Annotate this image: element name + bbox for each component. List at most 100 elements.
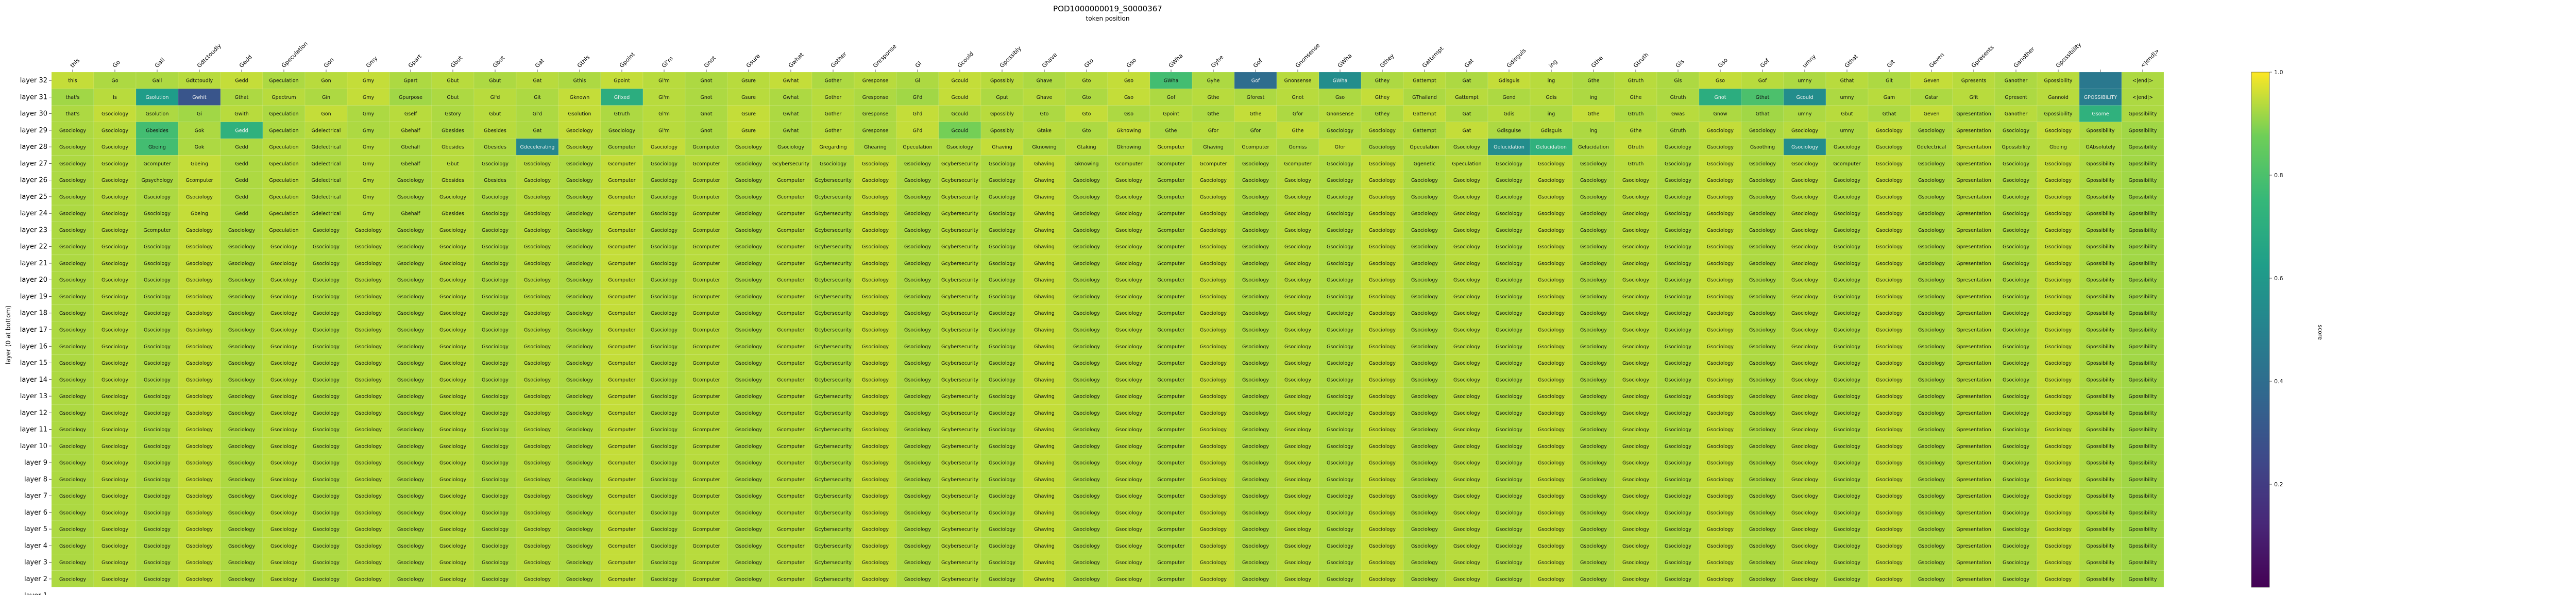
cell-label: Gsociology (313, 461, 340, 466)
cell-label: Gsociology (186, 328, 213, 333)
cell-label: Gsociology (144, 211, 171, 217)
cell-label: Gsociology (1876, 510, 1903, 516)
cell-label: Gsociology (1665, 394, 1691, 400)
heatmap-cell (1023, 537, 1066, 554)
heatmap-cell (262, 470, 306, 488)
cell-label: Gpossibility (2086, 494, 2114, 499)
heatmap-cell (1361, 105, 1404, 123)
heatmap-cell (1192, 238, 1235, 256)
cell-label: Gthat (1756, 95, 1770, 100)
heatmap-cell (2037, 321, 2080, 338)
cell-label: Gpresentation (1956, 111, 1991, 117)
cell-label: Ghaving (1034, 294, 1055, 300)
cell-label: Gsociology (904, 461, 931, 466)
heatmap-cell (769, 421, 812, 438)
heatmap-cell (93, 520, 137, 538)
cell-label: Gsociology (1665, 444, 1691, 449)
cell-label: Gsociology (1707, 145, 1734, 150)
cell-label: Gsociology (1918, 211, 1945, 217)
heatmap-cell (1023, 454, 1066, 471)
heatmap-cell (1487, 337, 1531, 355)
cell-label: Gsociology (1834, 328, 1860, 333)
heatmap-cell (727, 520, 770, 538)
heatmap-cell (1192, 570, 1235, 588)
cell-label: Gsociology (1876, 228, 1903, 233)
heatmap-cell (1192, 537, 1235, 554)
cell-label: Gsociology (1453, 510, 1480, 516)
cell-label: Gpeculation (903, 145, 932, 150)
y-tick-label: layer 2 (24, 575, 47, 583)
cell-label: Gcomputer (692, 344, 720, 350)
heatmap-cell (1023, 222, 1066, 239)
cell-label: Gsociology (1073, 444, 1100, 449)
cell-label: Gsociology (1834, 560, 1860, 566)
cell-label: Gof (1758, 78, 1767, 84)
cell-label: Gcomputer (1199, 161, 1227, 167)
cell-label: Gcomputer (692, 178, 720, 183)
heatmap-cell (51, 288, 94, 305)
cell-label: Gsociology (439, 494, 466, 499)
heatmap-cell (1487, 122, 1531, 139)
heatmap-cell (1487, 304, 1531, 322)
cell-label: Gsociology (1791, 427, 1818, 433)
heatmap-cell (2121, 504, 2164, 521)
cell-label: Ghaving (992, 145, 1012, 150)
cell-label: Gsociology (1369, 444, 1396, 449)
heatmap-cell (1699, 238, 1742, 256)
cell-label: Gsociology (524, 261, 551, 266)
cell-label: Gsociology (1242, 228, 1269, 233)
heatmap-cell (1234, 570, 1277, 588)
cell-label: Gsociology (1327, 394, 1353, 400)
cell-label: Gcomputer (692, 543, 720, 549)
heatmap-cell (1276, 554, 1319, 571)
heatmap-cell (1318, 238, 1362, 256)
heatmap-cell (1741, 454, 1784, 471)
heatmap-cell (1530, 404, 1573, 421)
heatmap-cell (178, 321, 221, 338)
heatmap-cell (1361, 570, 1404, 588)
cell-label: Gsociology (270, 494, 297, 499)
cell-label: Gsociology (1242, 244, 1269, 250)
heatmap-cell (1825, 222, 1869, 239)
heatmap-cell (854, 138, 897, 156)
cell-label: Gsociology (1918, 344, 1945, 350)
heatmap-cell (1276, 138, 1319, 156)
cell-label: Gsociology (566, 211, 593, 217)
cell-label: Gsociology (1622, 194, 1649, 200)
cell-label: Gsociology (1749, 411, 1776, 416)
heatmap-cell (1276, 337, 1319, 355)
cell-label: Gmy (363, 95, 375, 100)
heatmap-cell (1023, 304, 1066, 322)
cell-label: Gsociology (1242, 444, 1269, 449)
cell-label: Gsociology (2045, 394, 2072, 400)
cell-label: Gsociology (1834, 444, 1860, 449)
cell-label: Gcybersecurity (815, 261, 852, 266)
heatmap-cell (1023, 371, 1066, 388)
heatmap-cell (896, 337, 939, 355)
cell-label: Ghaving (1034, 427, 1055, 433)
cell-label: Gsociology (1369, 477, 1396, 483)
heatmap-cell (1065, 371, 1108, 388)
heatmap-cell (1910, 122, 1953, 139)
cell-label: Ghaving (1034, 377, 1055, 383)
cell-label: Gsociology (904, 377, 931, 383)
cell-label: Gsociology (1242, 194, 1269, 200)
cell-label: Gsociology (59, 576, 86, 582)
heatmap-cell (1614, 271, 1657, 288)
cell-label: Gsociology (1580, 228, 1607, 233)
cell-label: Gother (825, 78, 842, 84)
cell-label: Gsociology (313, 311, 340, 316)
cell-label: Gsociology (1327, 361, 1353, 366)
heatmap-cell (1149, 421, 1193, 438)
cell-label: Gsociology (1749, 211, 1776, 217)
cell-label: Gsociology (355, 477, 382, 483)
heatmap-cell (854, 570, 897, 588)
heatmap-cell (389, 288, 432, 305)
cell-label: Gsociology (397, 510, 424, 516)
cell-label: ing (1590, 128, 1598, 133)
cell-label: Gsociology (1284, 394, 1311, 400)
cell-label: Gsociology (1115, 344, 1142, 350)
heatmap-cell (1487, 105, 1531, 123)
heatmap-cell (1445, 122, 1488, 139)
cell-label: Gpossibility (2128, 328, 2157, 333)
